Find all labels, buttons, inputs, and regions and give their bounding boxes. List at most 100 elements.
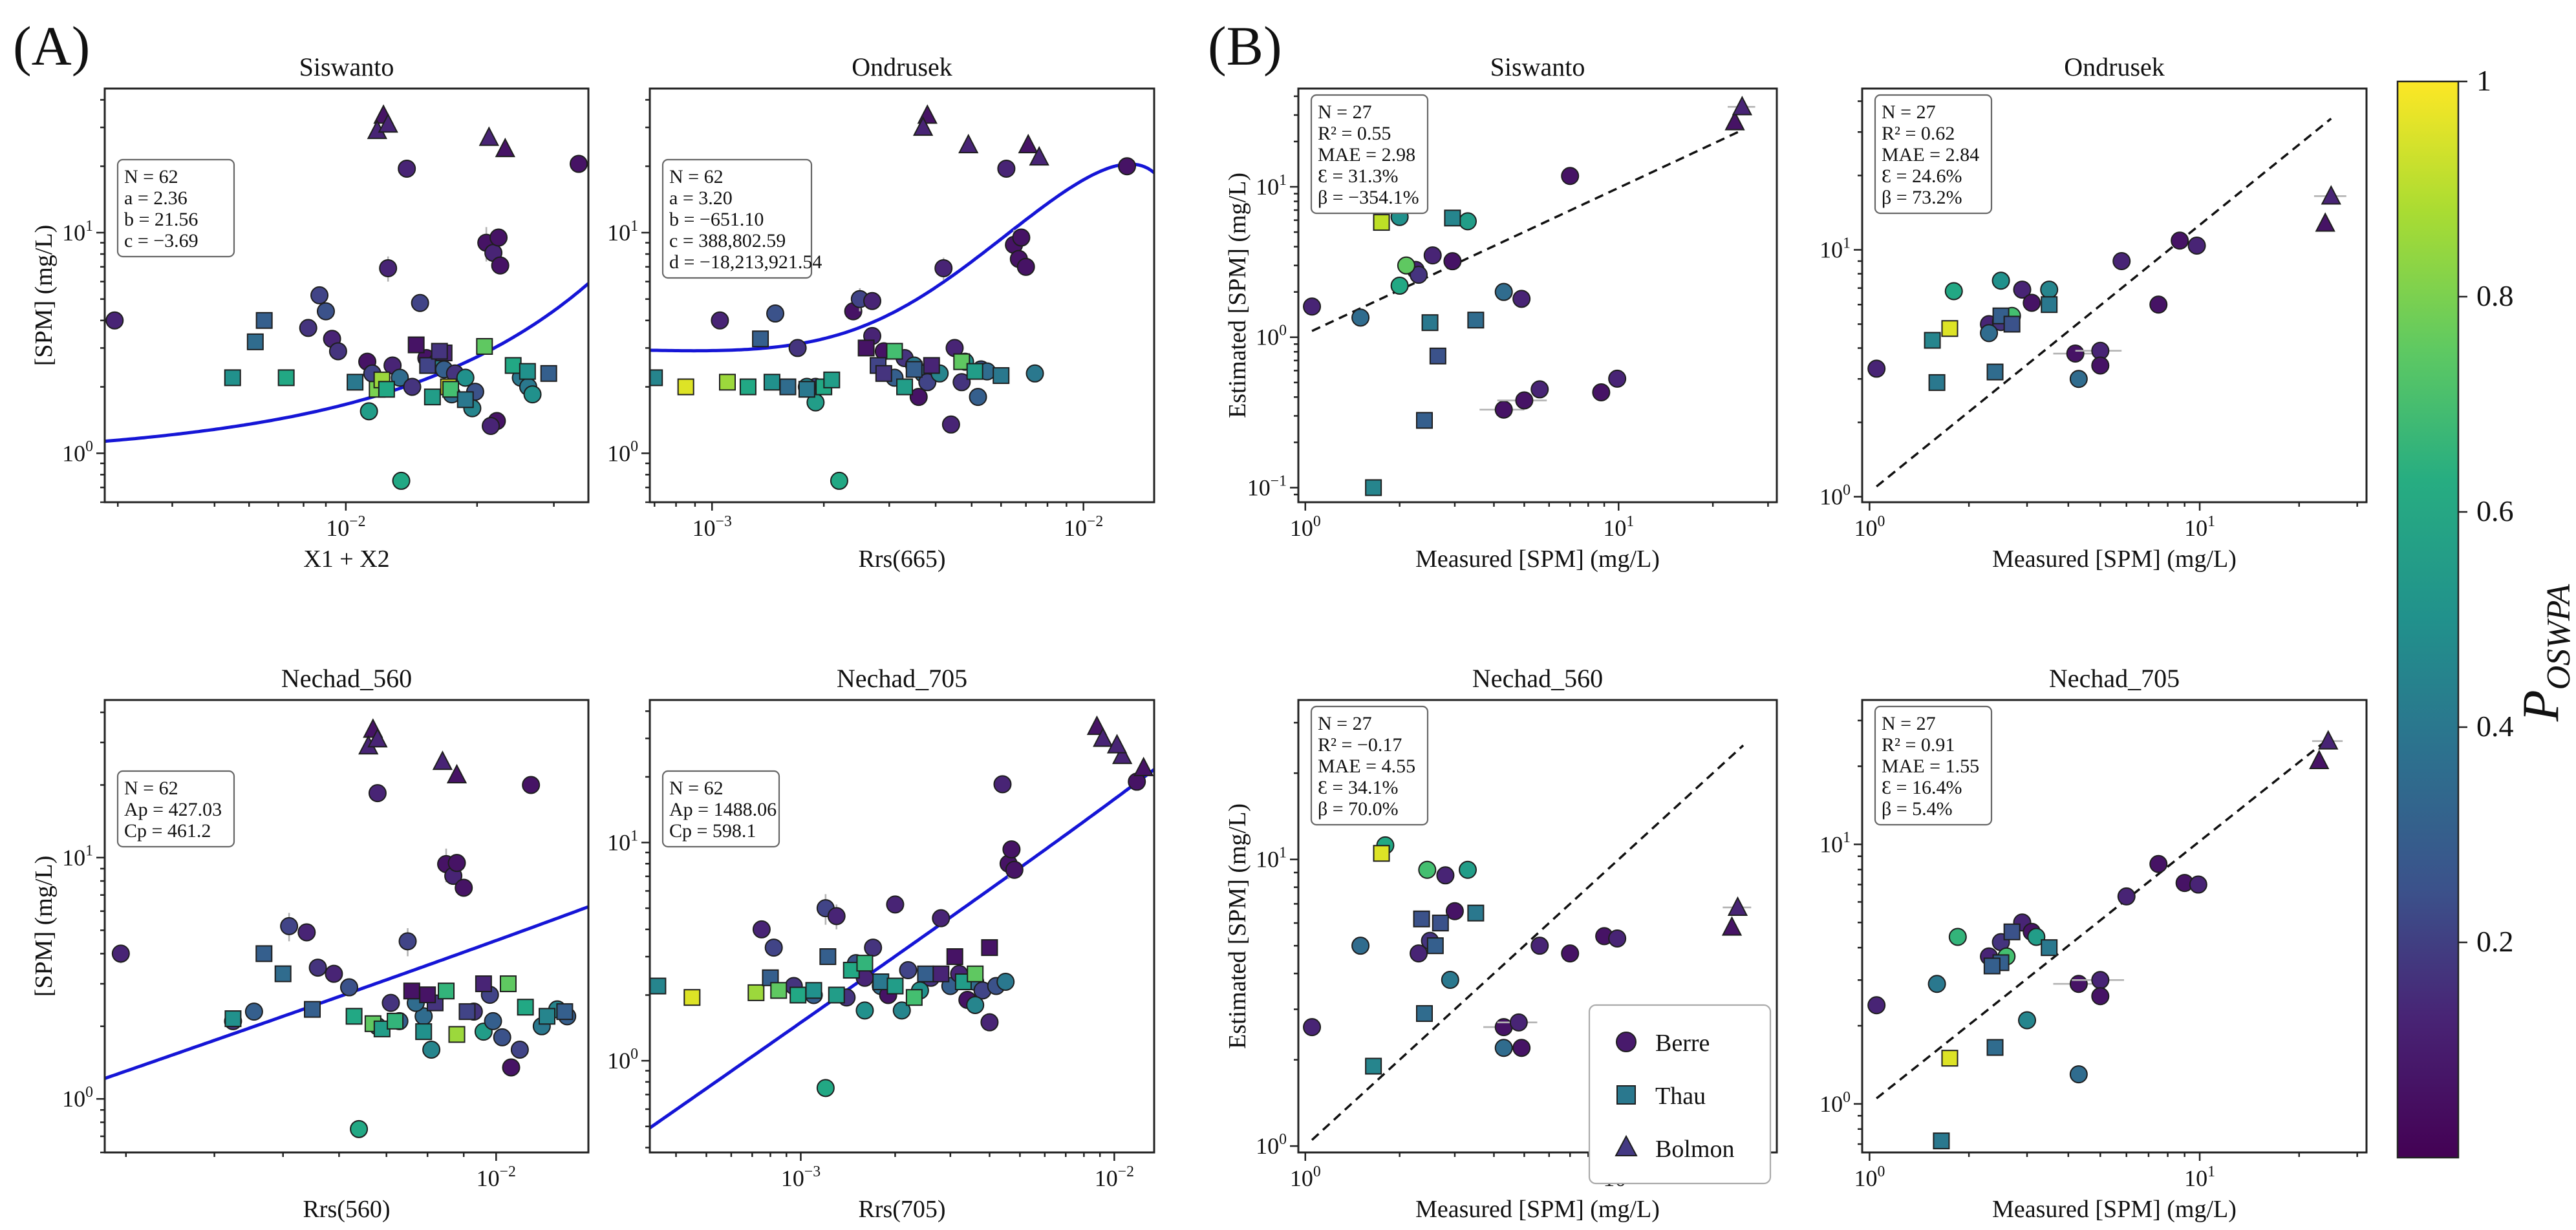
bolmon-point: [1133, 756, 1154, 776]
y-tick-label: 100: [62, 438, 93, 466]
stats-line: R² = 0.62: [1882, 123, 1955, 144]
thau-point: [875, 365, 892, 382]
stats-line: a = 2.36: [124, 187, 188, 209]
subplot-title: Nechad_560: [281, 664, 412, 693]
stats-line: N = 27: [1882, 101, 1936, 123]
berre-point: [2112, 251, 2131, 270]
berre-point: [379, 259, 398, 277]
berre-point: [502, 1058, 521, 1077]
berre-point: [1561, 167, 1580, 186]
thau-point: [1421, 314, 1439, 332]
stats-line: R² = 0.55: [1318, 123, 1391, 144]
berre-point: [422, 1040, 441, 1059]
berre-point: [752, 920, 771, 938]
berre-point: [1025, 364, 1044, 383]
stats-box: [1874, 94, 1993, 215]
berre-point: [569, 154, 588, 173]
axes-frame: [1297, 87, 1778, 504]
colorbar-title-main: P: [2513, 690, 2570, 722]
thau-point: [378, 381, 395, 398]
axes-frame: [649, 87, 1155, 504]
thau-point: [438, 982, 455, 1000]
berre-point: [766, 304, 785, 323]
subplot-b4: Nechad_705 Measured [SPM] (mg/L) 100 101 100…: [1819, 664, 2368, 1223]
berre-point: [1303, 1018, 1322, 1037]
thau-point: [403, 982, 420, 1000]
bolmon-point: [495, 138, 515, 158]
berre-point: [403, 377, 422, 396]
x-tick-label: 10−2: [477, 1163, 516, 1191]
berre-point: [2066, 345, 2085, 363]
axes-frame: [103, 699, 590, 1154]
berre-point: [892, 1001, 911, 1020]
thau-point: [966, 363, 983, 380]
plot-area: [1867, 730, 2343, 1150]
y-tick-label: 100: [1819, 482, 1851, 509]
stats-line: N = 27: [1318, 101, 1372, 123]
berre-point: [1012, 228, 1031, 247]
berre-point: [1494, 282, 1513, 301]
bolmon-point: [1093, 727, 1113, 747]
berre-point: [764, 938, 783, 957]
berre-point: [2149, 295, 2168, 314]
berre-point: [484, 1012, 502, 1030]
berre-point: [855, 1001, 874, 1020]
y-tick-label: 100: [607, 1046, 638, 1074]
stats-line: β = 70.0%: [1318, 798, 1399, 820]
y-tick-label: 101: [62, 843, 93, 871]
berre-point: [280, 917, 299, 935]
stats-box: [661, 770, 780, 848]
berre-point: [491, 256, 510, 275]
thau-point: [1426, 937, 1444, 955]
berre-point: [2149, 854, 2168, 873]
legend-berre-label: Berre: [1655, 1030, 1710, 1057]
x-tick-label: 10−3: [692, 513, 732, 541]
berre-point: [1494, 1018, 1513, 1037]
one-to-one-line: [1876, 118, 2332, 488]
thau-point: [2041, 296, 2058, 313]
y-tick-label: 101: [1256, 845, 1287, 873]
berre-point: [523, 385, 542, 404]
bolmon-point: [912, 116, 934, 136]
subplot-title: Nechad_705: [837, 664, 967, 693]
colorbar-label-06: 0.6: [2476, 494, 2514, 527]
bolmon-point: [1727, 896, 1748, 916]
berre-point: [455, 878, 473, 897]
thau-point: [345, 1008, 363, 1025]
berre-point: [899, 961, 918, 980]
berre-point: [941, 415, 960, 434]
fit-curve: [650, 768, 1154, 1130]
thau-point: [255, 945, 273, 962]
thau-point: [752, 330, 769, 348]
thau-point: [896, 378, 914, 396]
thau-point: [1986, 363, 2004, 381]
stats-line: R² = −0.17: [1318, 734, 1402, 756]
thau-point: [504, 357, 522, 374]
berre-point: [1002, 840, 1021, 859]
legend-thau-marker: [1616, 1085, 1636, 1105]
berre-point: [244, 1002, 263, 1021]
berre-point: [966, 995, 985, 1014]
thau-point: [1444, 209, 1461, 227]
berre-point: [1458, 860, 1477, 879]
berre-point: [1410, 266, 1428, 284]
subplot-title: Ondrusek: [852, 52, 952, 81]
x-tick-label: 100: [1290, 513, 1321, 541]
thau-point: [917, 965, 934, 982]
stats-line: MAE = 4.55: [1318, 756, 1415, 777]
stats-box: [1874, 705, 1993, 826]
x-tick-label: 101: [2184, 513, 2215, 541]
berre-point: [1494, 1039, 1513, 1057]
stats-line: Ɛ = 24.6%: [1882, 165, 1962, 187]
bolmon-point: [1018, 133, 1038, 154]
bolmon-point: [958, 133, 979, 154]
thau-point: [277, 369, 295, 387]
berre-point: [1005, 860, 1024, 879]
berre-point: [2027, 928, 2046, 946]
legend-bolmon-marker: [1615, 1134, 1638, 1156]
thau-point: [1373, 845, 1390, 862]
berre-point: [1436, 866, 1455, 885]
y-tick-label: 101: [1256, 172, 1287, 200]
x-axis-label: Rrs(560): [303, 1196, 390, 1223]
thau-point: [1924, 332, 1941, 349]
